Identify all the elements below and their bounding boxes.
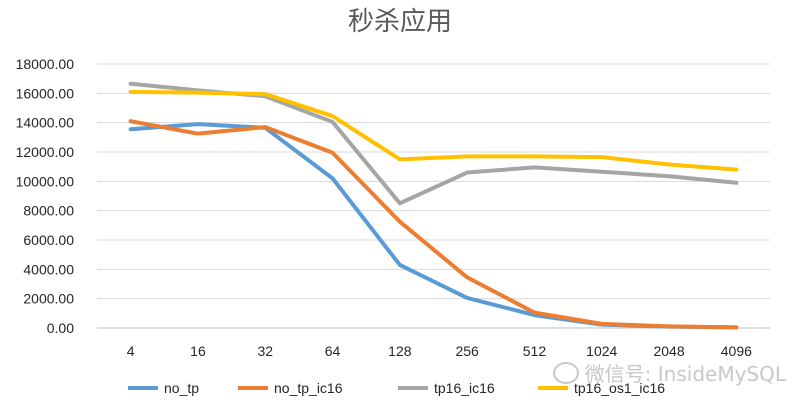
y-tick-label: 18000.00 (16, 56, 75, 72)
x-tick-label: 4096 (721, 343, 752, 359)
series-line-no-tp-ic16 (128, 119, 739, 330)
y-tick-label: 4000.00 (23, 261, 74, 277)
x-tick-label: 32 (257, 343, 273, 359)
x-tick-label: 64 (325, 343, 341, 359)
y-tick-label: 6000.00 (23, 232, 74, 248)
y-tick-label: 16000.00 (16, 85, 75, 101)
series-line-tp16-os1-ic16 (128, 89, 739, 172)
y-tick-label: 12000.00 (16, 144, 75, 160)
wechat-icon (552, 361, 579, 384)
x-axis-ticks: 4 16 32 64 128 256 512 1024 2048 4096 (127, 343, 752, 359)
legend-label: no_tp (164, 380, 199, 396)
watermark: 微信号: InsideMySQL (552, 358, 786, 387)
y-axis-ticks: 0.00 2000.00 4000.00 6000.00 8000.00 10000.00… (16, 56, 75, 336)
legend-label: tp16_ic16 (434, 380, 495, 396)
watermark-text: 微信号: InsideMySQL (584, 362, 786, 386)
x-tick-label: 2048 (653, 343, 684, 359)
x-tick-label: 4 (127, 343, 135, 359)
chart-title: 秒杀应用 (348, 7, 452, 37)
y-tick-label: 10000.00 (16, 173, 75, 189)
x-tick-label: 256 (455, 343, 479, 359)
y-tick-label: 2000.00 (23, 291, 74, 307)
x-tick-label: 128 (388, 343, 412, 359)
x-tick-label: 512 (523, 343, 547, 359)
series-lines (128, 81, 739, 330)
gridlines (97, 63, 770, 329)
y-tick-label: 0.00 (47, 320, 74, 336)
legend-label: tp16_os1_ic16 (574, 380, 665, 396)
series-line-tp16-ic16 (128, 81, 739, 206)
y-tick-label: 14000.00 (16, 115, 75, 131)
x-tick-label: 1024 (586, 343, 617, 359)
series-line-no-tp (128, 122, 739, 330)
y-tick-label: 8000.00 (23, 203, 74, 219)
legend-label: no_tp_ic16 (274, 380, 343, 396)
legend: no_tp no_tp_ic16 tp16_ic16 tp16_os1_ic16 (128, 380, 665, 396)
x-tick-label: 16 (190, 343, 206, 359)
